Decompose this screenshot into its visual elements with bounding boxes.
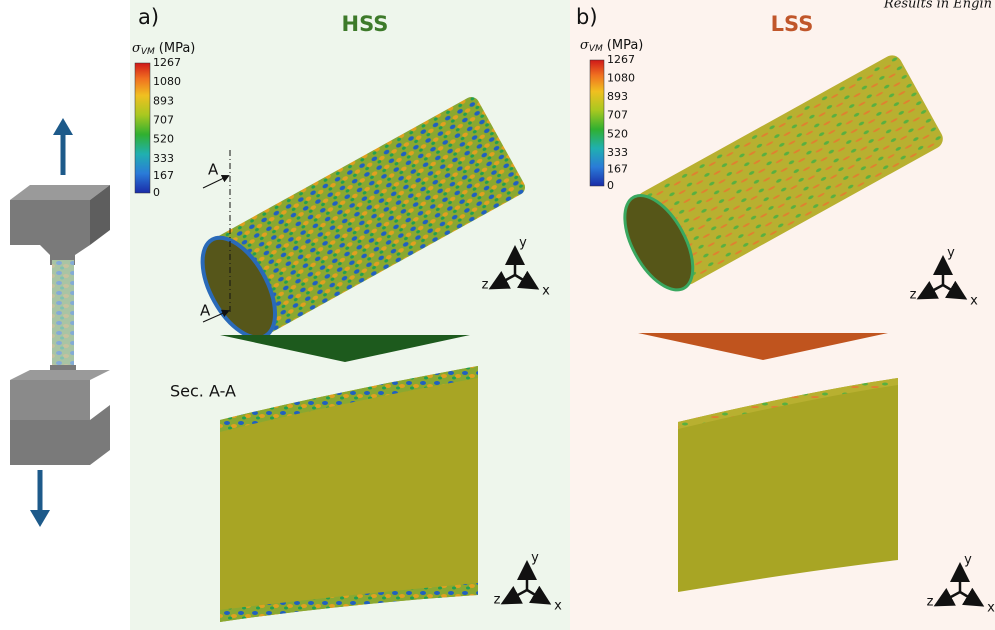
colorbar-tick-label: 893 — [607, 90, 628, 103]
colorbar-tick-label: 1080 — [153, 75, 181, 88]
section-mark: A — [200, 302, 211, 320]
colorbar-tick-label: 1080 — [607, 72, 635, 85]
subscript: VM — [141, 47, 155, 57]
axis-label: x — [554, 599, 562, 614]
axis-label: y — [947, 246, 955, 261]
axis-label: x — [987, 601, 995, 616]
panel-title: HSS — [342, 12, 389, 36]
page: Results in Engin a) HSS σVM(MPa) A A Sec… — [0, 0, 995, 630]
axis-label: z — [927, 595, 934, 610]
colorbar-tick-label: 333 — [153, 152, 174, 165]
axis-label: z — [482, 278, 489, 293]
axis-label: z — [910, 288, 917, 303]
subscript: VM — [589, 44, 603, 54]
figure: Results in Engin a) HSS σVM(MPa) A A Sec… — [0, 0, 995, 630]
colorbar-tick-label: 167 — [153, 169, 174, 182]
section-mark: A — [208, 161, 219, 179]
colorbar-tick-label: 707 — [153, 113, 174, 126]
panel-label: b) — [576, 5, 598, 29]
colorbar-tick-label: 1267 — [607, 53, 635, 66]
colorbar — [590, 60, 604, 186]
colorbar-tick-label: 893 — [153, 94, 174, 107]
colorbar-tick-label: 1267 — [153, 56, 181, 69]
axis-label: x — [542, 284, 550, 299]
panel-title: LSS — [771, 12, 814, 36]
colorbar-tick-label: 707 — [607, 109, 628, 122]
specimen — [10, 118, 110, 527]
axis-label: y — [531, 551, 539, 566]
section-label: Sec. A-A — [170, 382, 236, 401]
unit: (MPa) — [607, 38, 644, 53]
axis-label: y — [964, 553, 972, 568]
axis-label: x — [970, 294, 978, 309]
axis-label: z — [494, 593, 501, 608]
colorbar-tick-label: 333 — [607, 146, 628, 159]
colorbar-tick-label: 0 — [607, 179, 614, 192]
axis-label: y — [519, 236, 527, 251]
colorbar-tick-label: 0 — [153, 186, 160, 199]
unit: (MPa) — [159, 41, 196, 56]
colorbar-tick-label: 520 — [607, 127, 628, 140]
colorbar-tick-label: 520 — [153, 133, 174, 146]
colorbar-tick-label: 167 — [607, 162, 628, 175]
colorbar — [135, 63, 150, 193]
panel-label: a) — [138, 5, 159, 29]
running-title: Results in Engin — [883, 0, 992, 12]
